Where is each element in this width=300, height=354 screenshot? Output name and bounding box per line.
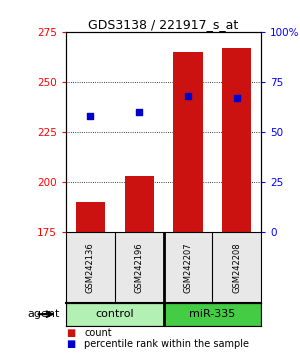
Bar — [222, 48, 251, 232]
Point — [234, 95, 239, 101]
Text: agent: agent — [28, 309, 60, 319]
Bar — [164, 303, 261, 326]
Text: miR-335: miR-335 — [189, 309, 236, 319]
Bar — [173, 52, 202, 232]
Text: GSM242208: GSM242208 — [232, 242, 241, 293]
Text: GSM242136: GSM242136 — [86, 242, 95, 293]
Bar — [124, 176, 154, 232]
Bar — [76, 202, 105, 232]
Text: percentile rank within the sample: percentile rank within the sample — [84, 339, 249, 349]
Text: ■: ■ — [66, 328, 75, 338]
Title: GDS3138 / 221917_s_at: GDS3138 / 221917_s_at — [88, 18, 238, 31]
Point — [137, 109, 142, 115]
Text: GSM242196: GSM242196 — [135, 242, 144, 293]
Point — [88, 113, 93, 119]
Text: GSM242207: GSM242207 — [183, 242, 192, 293]
Text: ■: ■ — [66, 339, 75, 349]
Point — [185, 93, 190, 99]
Text: control: control — [95, 309, 134, 319]
Text: count: count — [84, 328, 112, 338]
Bar — [66, 303, 164, 326]
